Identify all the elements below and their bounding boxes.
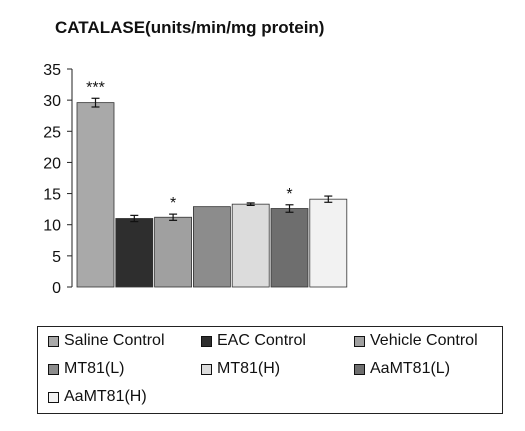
legend-label: AaMT81(L) [370,360,451,377]
legend-swatch [201,335,212,347]
legend-label: Saline Control [64,332,165,349]
legend-label: AaMT81(H) [64,388,147,405]
bar-vehicle-control [154,216,193,288]
y-tick-label: 20 [43,155,61,172]
y-tick-label: 5 [52,249,61,266]
y-tick-label: 30 [43,93,61,110]
bar-eac-control [115,218,154,288]
bars [76,102,348,288]
legend-swatch [48,335,59,347]
legend-item: Saline Control [48,332,165,350]
legend-item: Vehicle Control [354,332,478,350]
bar-mt81-l [192,206,231,288]
legend-item: AaMT81(L) [354,360,450,378]
significance-marker: * [286,186,292,203]
y-tick-label: 25 [43,124,61,141]
legend-label: EAC Control [217,332,306,349]
y-tick-labels: 0 5 10 15 20 25 30 35 [43,62,61,297]
error-bars [91,97,333,223]
bar-mt81-h [231,203,270,288]
legend-item: AaMT81(H) [48,388,147,406]
significance-marker: *** [86,79,105,96]
chart-title: CATALASE(units/min/mg protein) [55,18,325,37]
y-tick-label: 0 [52,280,61,297]
y-tick-label: 10 [43,218,61,235]
legend-swatch [201,363,212,375]
significance-markers: ***** [86,79,292,212]
legend-swatch [48,391,59,403]
legend-item: EAC Control [201,332,306,350]
legend-swatch [48,363,59,375]
bar-saline-control [76,102,115,288]
legend-item: MT81(H) [201,360,280,378]
significance-marker: * [170,195,176,212]
legend-label: MT81(L) [64,360,125,377]
y-tick-label: 35 [43,62,61,79]
legend-label: Vehicle Control [370,332,478,349]
legend-item: MT81(L) [48,360,124,378]
axes [67,68,73,288]
legend-swatch [354,363,365,375]
y-tick-label: 15 [43,187,61,204]
bar-aamt81-h [309,198,348,288]
bar-aamt81-l [270,208,309,288]
legend: Saline Control EAC Control Vehicle Control… [37,326,503,414]
legend-swatch [354,335,365,347]
legend-label: MT81(H) [217,360,281,377]
